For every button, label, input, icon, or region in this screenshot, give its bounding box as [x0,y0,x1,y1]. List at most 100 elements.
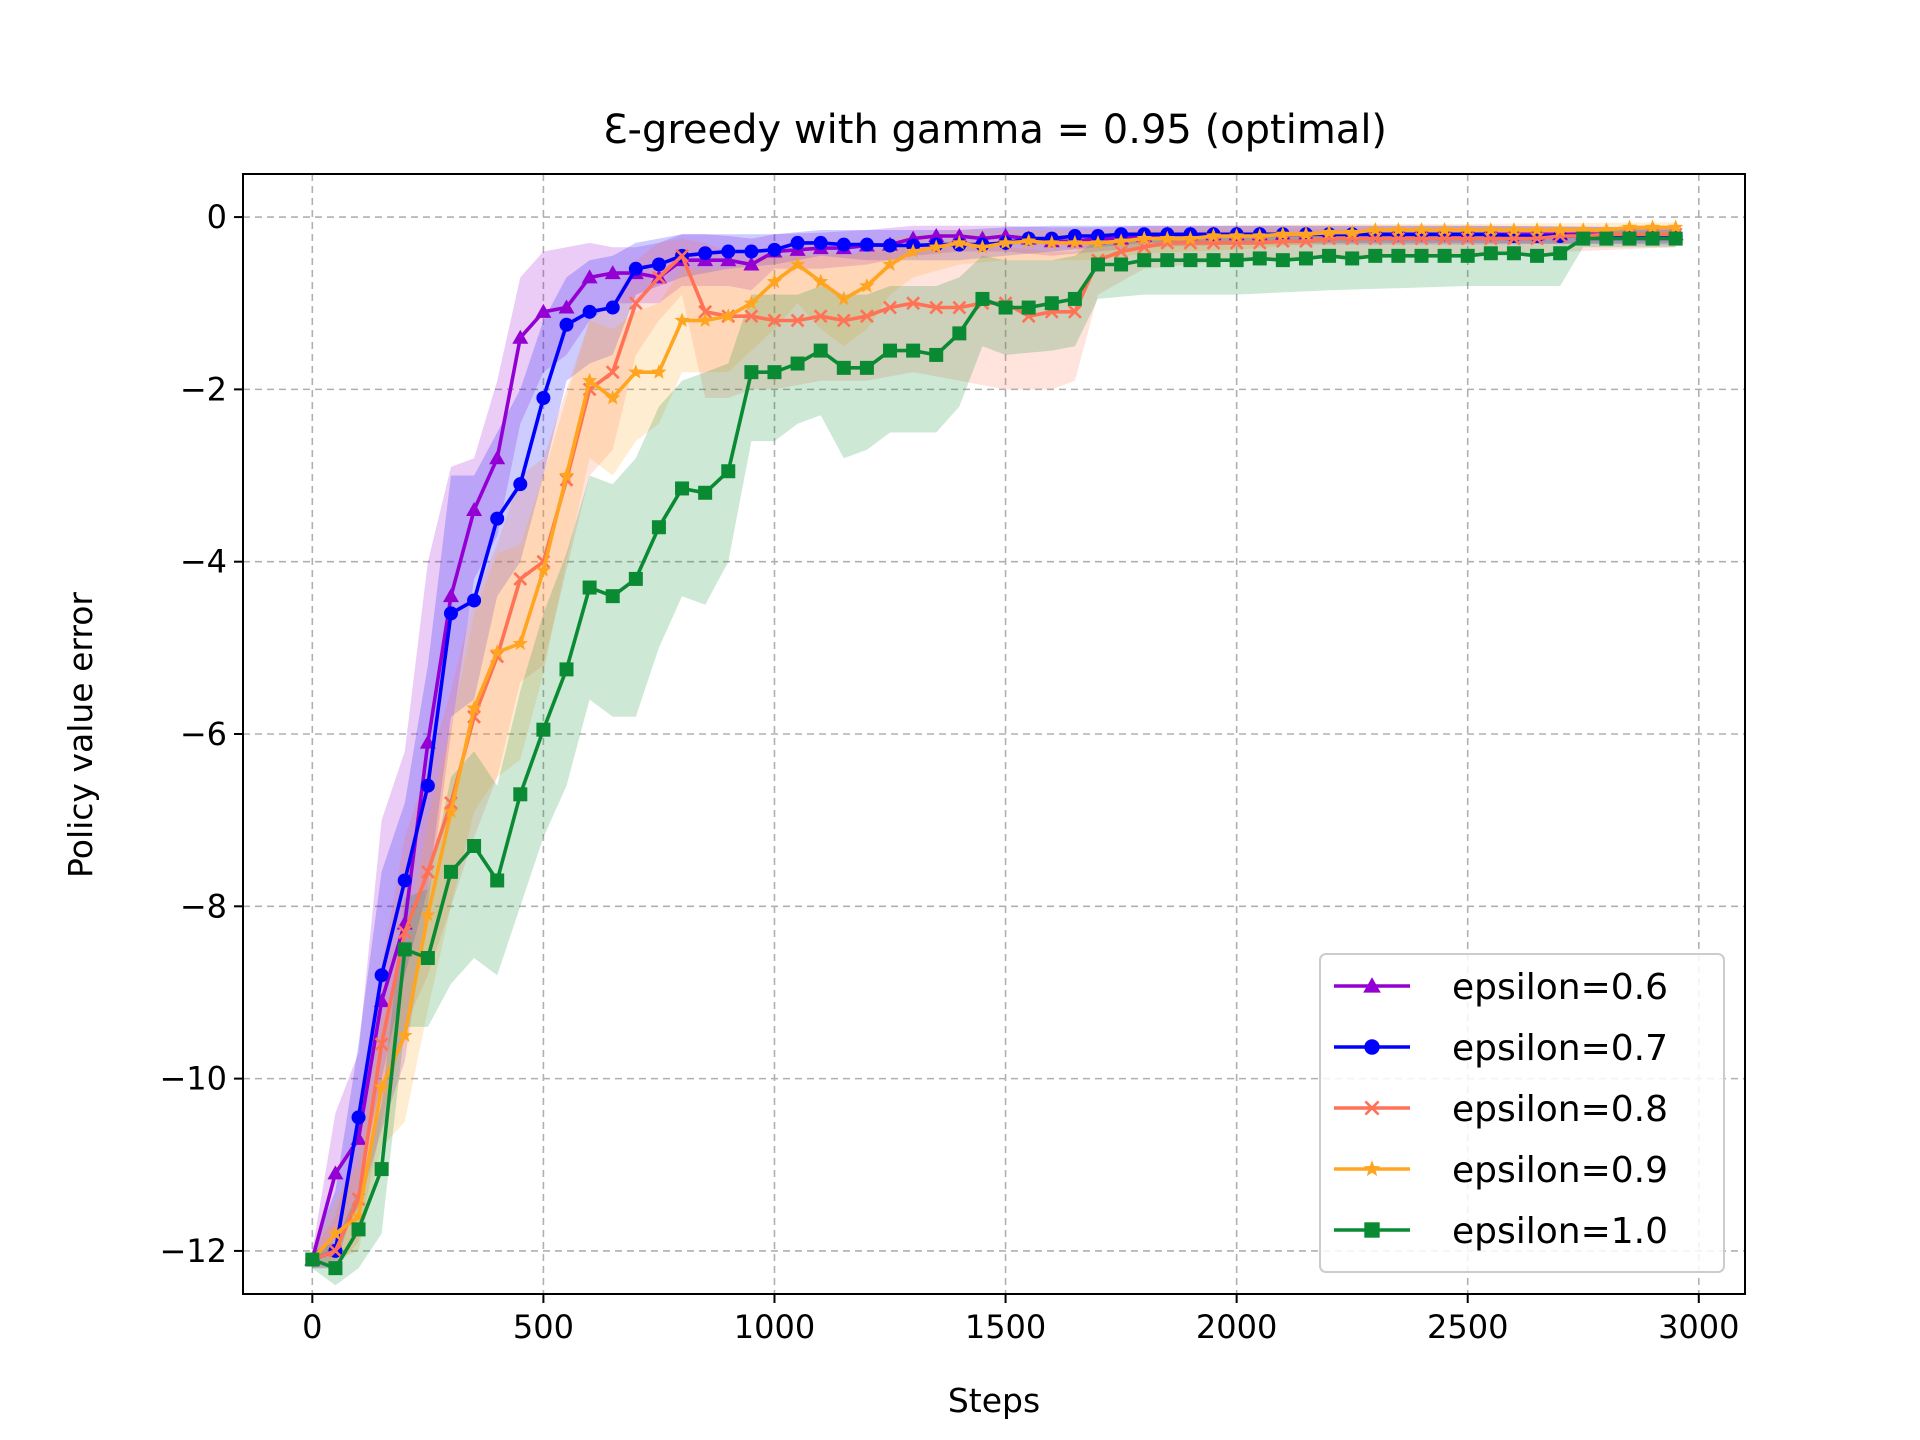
data-point [397,925,412,940]
data-point [928,239,944,254]
data-point [1460,248,1475,263]
data-point [1298,251,1313,266]
series-group [305,231,1683,1276]
legend-marker [1363,977,1381,993]
data-point [651,257,666,272]
data-point [1575,222,1591,237]
data-point [420,951,435,965]
data-point [328,1261,343,1276]
data-point [1530,248,1545,263]
data-point [883,238,898,253]
data-point [605,589,620,604]
data-point [929,300,944,315]
y-tick-label: −2 [180,370,227,408]
data-point [743,256,760,271]
data-point [535,303,552,318]
data-point [489,450,506,465]
data-point [883,300,897,315]
data-point [1252,251,1267,266]
data-point [351,1222,366,1237]
data-point [581,269,598,284]
data-point [997,234,1014,250]
data-point [813,235,828,250]
data-point [1229,236,1244,250]
data-point [883,343,898,358]
data-point [1368,248,1383,263]
data-point [559,317,574,332]
data-point [1552,222,1568,237]
data-point [1229,228,1245,243]
data-point [1067,304,1082,319]
data-point [1206,253,1221,268]
x-tick-label: 2500 [1427,1308,1508,1346]
data-point [582,372,598,388]
data-point [767,242,782,257]
data-point [836,237,851,252]
data-point [1668,219,1684,234]
data-point [859,237,874,252]
data-point [1021,300,1036,315]
data-point [1344,224,1360,240]
data-point [720,308,736,323]
data-point [1275,226,1291,241]
data-point [327,1165,344,1180]
data-point [1460,222,1476,237]
data-point [767,313,782,328]
data-point [1044,234,1060,250]
data-point [906,343,921,358]
data-point [374,968,389,983]
data-point [1645,219,1661,234]
data-point [720,252,737,267]
data-point [1413,222,1430,237]
data-point [975,291,990,306]
data-point [743,295,759,310]
y-tick-label: −6 [180,715,227,753]
data-point [882,256,898,271]
legend-marker [1363,1160,1381,1177]
data-point [1483,222,1499,237]
data-point [305,1252,320,1267]
data-point [1136,230,1152,246]
data-point [675,248,689,263]
data-point [1483,246,1498,261]
data-point [651,364,667,379]
data-point [790,356,805,371]
data-point [512,329,529,344]
data-point [790,235,805,250]
data-point [1345,251,1360,266]
x-axis-ticks: 0 500 1000 1500 2000 2500 3000 [302,1294,1740,1346]
data-point [929,347,944,362]
data-point [490,873,505,888]
data-point [698,485,713,500]
data-point [489,644,505,659]
data-point [1299,234,1313,249]
data-point [604,265,621,280]
data-point [1621,219,1638,234]
data-point [744,309,759,324]
y-tick-label: −4 [180,543,227,581]
data-point [1390,222,1406,237]
data-point [1113,233,1129,248]
data-point [1137,253,1152,268]
data-point [397,873,412,888]
data-point [420,778,435,793]
data-point [628,296,643,311]
data-point [443,803,459,818]
legend-box [1319,953,1725,1273]
data-point [790,313,805,328]
data-point [952,300,967,315]
data-point [1090,257,1105,272]
y-axis-ticks: 0 −2 −4 −6 −8 −10 −12 [159,198,243,1270]
data-point [582,580,597,595]
data-point [767,365,782,380]
data-point [1160,253,1175,268]
data-point [766,273,783,289]
legend-marker [1364,1100,1380,1116]
data-point [1067,291,1082,306]
data-point [721,464,736,479]
series-group [304,219,1684,1266]
data-point [1114,244,1129,259]
x-tick-label: 1500 [965,1308,1046,1346]
data-point [374,1079,390,1094]
